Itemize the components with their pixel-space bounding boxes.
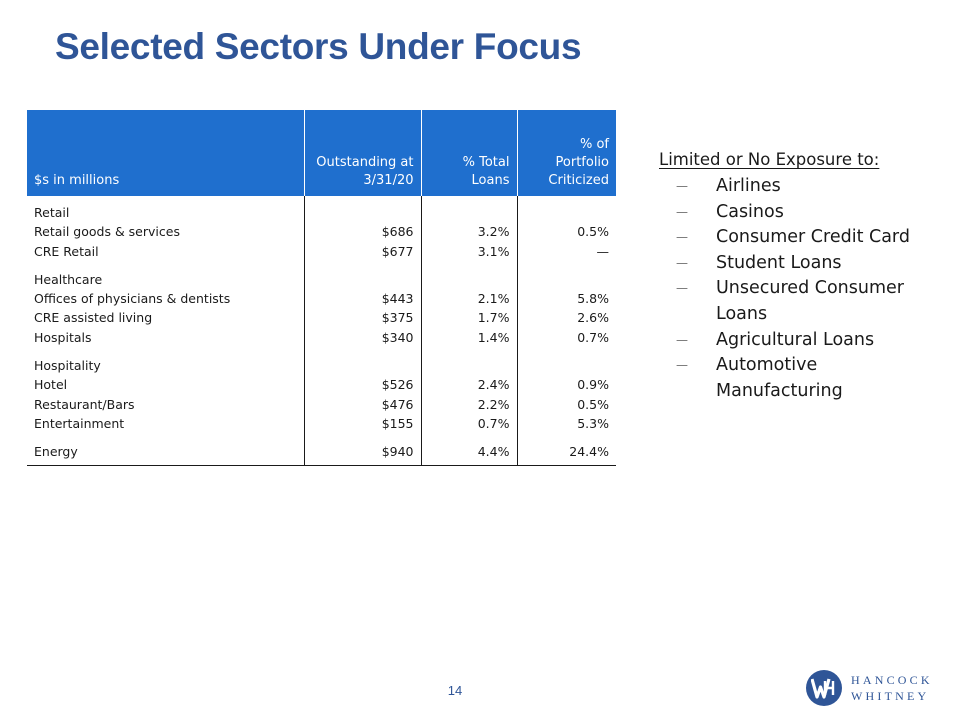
exposure-item: — Agricultural Loans	[676, 328, 926, 354]
pct-total-value: 0.7%	[421, 413, 518, 434]
empty-cell	[304, 347, 422, 376]
exposure-item: — Automotive Manufacturing	[676, 353, 926, 404]
group-row: Healthcare	[27, 260, 616, 290]
pct-total-value: 1.4%	[421, 327, 518, 348]
pct-criticized-value: 24.4%	[517, 433, 616, 466]
pct-total-value: 3.1%	[421, 241, 518, 261]
table-row: Hotel $526 2.4% 0.9%	[27, 375, 616, 395]
outstanding-value: $476	[304, 394, 422, 414]
exposure-item-label: Automotive Manufacturing	[716, 355, 843, 401]
dash-bullet-icon: —	[676, 281, 688, 296]
pct-total-value: 1.7%	[421, 308, 518, 328]
empty-cell	[421, 196, 518, 223]
row-label: Restaurant/Bars	[27, 394, 305, 414]
header-units: $s in millions	[27, 110, 305, 196]
outstanding-value: $940	[304, 433, 422, 466]
table-row: Restaurant/Bars $476 2.2% 0.5%	[27, 394, 616, 414]
exposure-item: — Unsecured Consumer Loans	[676, 276, 926, 327]
exposure-item: — Student Loans	[676, 251, 926, 277]
outstanding-value: $340	[304, 327, 422, 348]
dash-bullet-icon: —	[676, 204, 688, 219]
table-row: Hospitals $340 1.4% 0.7%	[27, 327, 616, 348]
empty-cell	[304, 196, 422, 223]
exposure-title: Limited or No Exposure to:	[659, 150, 880, 169]
exposure-item-label: Student Loans	[716, 252, 842, 273]
exposure-item: — Consumer Credit Card	[676, 225, 926, 251]
logo-wordmark: HANCOCK WHITNEY	[851, 672, 933, 704]
table-row: Energy $940 4.4% 24.4%	[27, 433, 616, 466]
pct-total-value: 4.4%	[421, 433, 518, 466]
outstanding-value: $375	[304, 308, 422, 328]
group-label: Healthcare	[27, 260, 305, 290]
exposure-list: — Airlines — Casinos — Consumer Credit Card — S…	[676, 174, 926, 404]
row-label: Offices of physicians & dentists	[27, 289, 305, 309]
outstanding-value: $686	[304, 222, 422, 242]
pct-criticized-value: 2.6%	[577, 310, 609, 326]
logo-mark-icon	[806, 670, 842, 706]
pct-criticized-value: 5.3%	[577, 415, 609, 431]
empty-cell	[421, 260, 518, 290]
pct-total-value: 2.2%	[421, 394, 518, 414]
table-row: CRE assisted living $375 1.7% 2.6%	[27, 308, 616, 328]
header-pct-total: % Total Loans	[421, 110, 518, 196]
table-row: Retail goods & services $686 3.2% 0.5%	[27, 222, 616, 242]
sectors-table: $s in millions Outstanding at 3/31/20 % T…	[27, 110, 616, 466]
header-outstanding: Outstanding at 3/31/20	[304, 110, 422, 196]
pct-criticized-value: 5.8%	[577, 291, 609, 307]
group-row: Hospitality	[27, 347, 616, 376]
row-label: CRE assisted living	[27, 308, 305, 328]
pct-criticized-value: 0.5%	[577, 224, 609, 240]
logo-line-1: HANCOCK	[851, 673, 933, 687]
row-label: Entertainment	[27, 413, 305, 434]
row-label: Energy	[27, 433, 305, 466]
logo-line-2: WHITNEY	[851, 689, 930, 703]
exposure-item: — Casinos	[676, 200, 926, 226]
exposure-item-label: Consumer Credit Card	[716, 227, 910, 248]
table-row: CRE Retail $677 3.1% —	[27, 241, 616, 261]
pct-criticized-value: 0.5%	[577, 396, 609, 412]
row-label: Retail goods & services	[27, 222, 305, 242]
page-title: Selected Sectors Under Focus	[55, 26, 582, 67]
header-pct-criticized: % of Portfolio Criticized	[517, 110, 616, 196]
exposure-item-label: Casinos	[716, 201, 784, 222]
empty-cell	[421, 347, 518, 376]
empty-cell	[517, 261, 616, 289]
table-row: Entertainment $155 0.7% 5.3%	[27, 413, 616, 434]
row-label: Hospitals	[27, 327, 305, 348]
outstanding-value: $443	[304, 289, 422, 309]
pct-criticized-value: 0.7%	[577, 329, 609, 345]
dash-bullet-icon: —	[676, 358, 688, 373]
table-row: Offices of physicians & dentists $443 2.1%…	[27, 289, 616, 309]
hancock-whitney-logo: HANCOCK WHITNEY	[806, 670, 933, 706]
exposure-item: — Airlines	[676, 174, 926, 200]
outstanding-value: $526	[304, 375, 422, 395]
exposure-item-label: Agricultural Loans	[716, 329, 875, 350]
outstanding-value: $155	[304, 413, 422, 434]
empty-cell	[304, 260, 422, 290]
exposure-item-label: Airlines	[716, 176, 781, 196]
table-body: Retail Retail goods & services $686 3.2% 0.5…	[27, 196, 616, 466]
dash-bullet-icon: —	[676, 255, 688, 270]
outstanding-value: $677	[304, 241, 422, 261]
page-number: 14	[447, 683, 463, 698]
dash-bullet-icon: —	[676, 332, 688, 347]
empty-cell	[517, 196, 616, 222]
exposure-item-label: Unsecured Consumer Loans	[716, 278, 904, 324]
pct-total-value: 3.2%	[421, 222, 518, 242]
group-label: Retail	[27, 196, 305, 223]
pct-criticized-value: —	[596, 243, 610, 259]
row-label: CRE Retail	[27, 241, 305, 261]
pct-total-value: 2.4%	[421, 375, 518, 395]
row-label: Hotel	[27, 375, 305, 395]
pct-total-value: 2.1%	[421, 289, 518, 309]
dash-bullet-icon: —	[676, 179, 688, 193]
pct-criticized-value: 0.9%	[577, 377, 609, 393]
dash-bullet-icon: —	[676, 230, 688, 245]
group-label: Hospitality	[27, 347, 305, 376]
empty-cell	[517, 347, 616, 375]
table-header-row: $s in millions Outstanding at 3/31/20 % T…	[27, 110, 616, 196]
group-row: Retail	[27, 196, 616, 223]
